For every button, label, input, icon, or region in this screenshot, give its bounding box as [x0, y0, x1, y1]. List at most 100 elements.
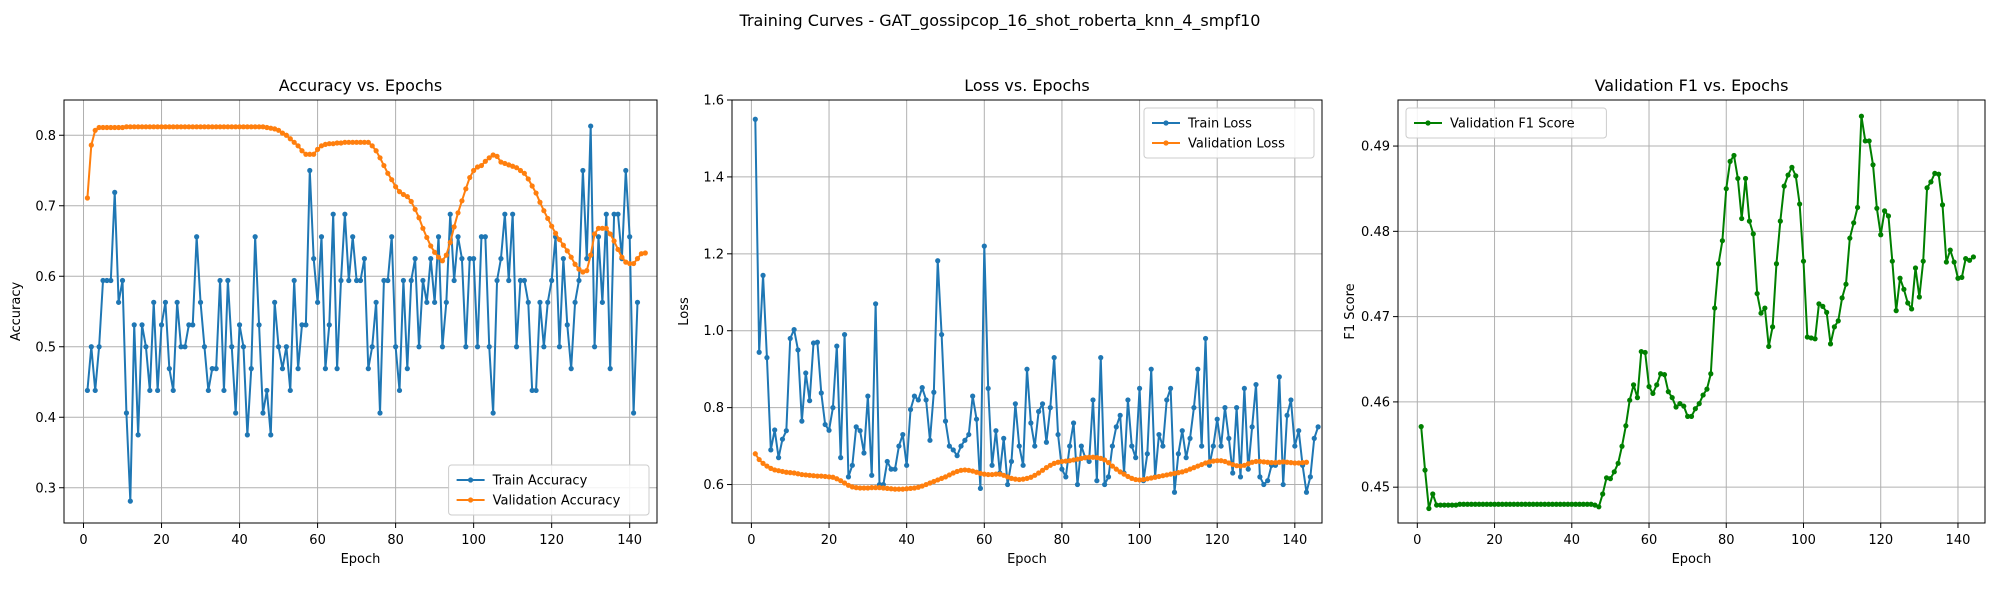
- data-point: [1518, 501, 1525, 507]
- data-point: [408, 277, 414, 284]
- data-point: [463, 344, 469, 350]
- data-point: [954, 453, 960, 459]
- data-point: [369, 143, 375, 149]
- data-point: [322, 141, 328, 148]
- data-point: [256, 322, 262, 328]
- data-point: [486, 344, 492, 350]
- data-point: [973, 416, 980, 422]
- data-point: [311, 151, 317, 157]
- data-point: [283, 344, 289, 350]
- data-point: [584, 268, 590, 274]
- data-point: [1696, 401, 1702, 407]
- data-point: [1858, 113, 1865, 119]
- y-tick-label: 0.45: [1361, 481, 1390, 496]
- data-point: [213, 366, 219, 372]
- data-point: [1284, 412, 1290, 418]
- data-point: [1947, 247, 1953, 253]
- data-point: [1094, 455, 1100, 461]
- data-point: [412, 206, 418, 212]
- x-tick-label: 120: [1205, 533, 1230, 548]
- data-point: [467, 256, 473, 262]
- data-point: [112, 124, 118, 131]
- data-point: [291, 139, 297, 145]
- data-point: [1168, 471, 1174, 477]
- data-point: [1004, 481, 1011, 488]
- data-point: [970, 393, 976, 399]
- data-point: [1936, 171, 1942, 177]
- data-point: [1117, 469, 1123, 475]
- data-point: [162, 299, 169, 305]
- data-point: [404, 366, 410, 372]
- data-point: [810, 340, 817, 346]
- data-point: [201, 124, 208, 130]
- data-point: [634, 299, 641, 305]
- data-point: [166, 366, 172, 372]
- data-point: [580, 269, 586, 275]
- x-tick-label: 40: [898, 533, 915, 548]
- data-point: [1292, 443, 1298, 449]
- data-point: [1039, 467, 1046, 473]
- data-point: [1191, 405, 1197, 411]
- data-point: [849, 484, 855, 490]
- data-point: [1800, 258, 1807, 264]
- data-point: [1012, 476, 1018, 482]
- data-point: [1276, 374, 1282, 380]
- y-tick-label: 1.2: [703, 247, 724, 262]
- data-point: [958, 443, 964, 449]
- data-point: [213, 124, 219, 130]
- data-point: [1723, 186, 1729, 192]
- data-point: [568, 254, 574, 260]
- data-point: [342, 211, 348, 217]
- data-point: [857, 485, 863, 491]
- data-point: [1573, 501, 1579, 507]
- data-point: [490, 410, 496, 416]
- data-point: [334, 140, 340, 146]
- data-point: [603, 225, 609, 231]
- data-point: [233, 410, 239, 416]
- data-point: [486, 155, 492, 161]
- data-point: [892, 486, 898, 492]
- data-point: [248, 366, 254, 372]
- data-point: [907, 406, 914, 413]
- series-validation-loss: [752, 451, 1310, 492]
- data-point: [1623, 423, 1629, 429]
- data-point: [92, 387, 98, 394]
- data-point: [1951, 259, 1957, 265]
- data-point: [1168, 385, 1174, 392]
- data-point: [1074, 456, 1081, 462]
- data-point: [287, 136, 293, 142]
- data-point: [451, 224, 457, 230]
- data-point: [346, 277, 352, 284]
- data-point: [342, 139, 348, 145]
- data-point: [1020, 462, 1026, 468]
- data-point: [1249, 459, 1255, 465]
- data-point: [1789, 164, 1795, 170]
- data-point: [981, 471, 987, 477]
- data-point: [116, 124, 122, 131]
- legend-box: [1405, 107, 1607, 139]
- data-point: [88, 142, 94, 148]
- data-point: [170, 387, 176, 394]
- data-point: [942, 418, 949, 424]
- data-point: [521, 170, 527, 176]
- data-point: [549, 223, 555, 229]
- data-point: [275, 127, 282, 133]
- x-axis-label: Epoch: [1672, 552, 1712, 567]
- data-point: [463, 186, 469, 192]
- data-point: [318, 143, 325, 149]
- series-line: [86, 125, 639, 503]
- data-point: [424, 299, 430, 305]
- data-point: [853, 424, 859, 430]
- x-tick-label: 100: [1127, 533, 1152, 548]
- data-point: [611, 238, 617, 244]
- data-point: [1280, 459, 1286, 465]
- data-point: [525, 176, 531, 182]
- x-tick-label: 80: [1054, 533, 1071, 548]
- y-tick-label: 0.8: [703, 401, 724, 416]
- data-point: [923, 397, 929, 403]
- data-point: [818, 473, 824, 479]
- x-tick-label: 20: [821, 533, 838, 548]
- data-point: [373, 299, 379, 305]
- data-point: [552, 230, 559, 236]
